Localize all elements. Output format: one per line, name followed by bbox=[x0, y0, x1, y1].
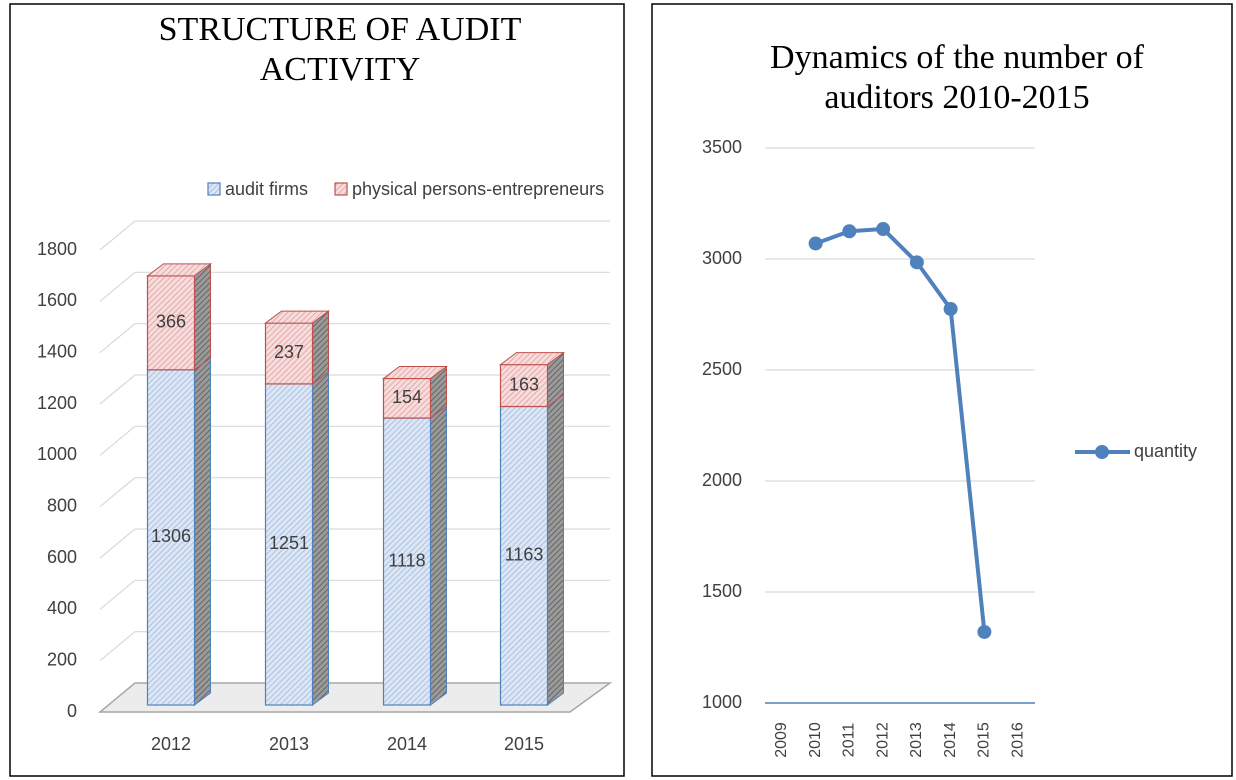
series-line bbox=[814, 227, 987, 633]
point bbox=[876, 222, 891, 237]
x-tick-label: 2013 bbox=[269, 734, 309, 754]
y-tick-label: 3000 bbox=[702, 248, 742, 268]
grid-line bbox=[99, 425, 610, 456]
bar-side bbox=[312, 310, 329, 385]
point bbox=[808, 236, 823, 251]
x-tick-label: 2010 bbox=[807, 722, 824, 758]
y-tick-label: 1600 bbox=[37, 290, 77, 310]
legend-label: physical persons-entrepreneurs bbox=[352, 179, 604, 199]
data-label: 154 bbox=[392, 387, 422, 407]
x-tick-label: 2014 bbox=[942, 722, 959, 758]
legend-label: audit firms bbox=[225, 179, 308, 199]
panel-right bbox=[651, 3, 1233, 777]
bar-side bbox=[547, 393, 564, 706]
x-tick-label: 2013 bbox=[908, 722, 925, 758]
y-tick-label: 2000 bbox=[702, 470, 742, 490]
grid-line bbox=[99, 528, 610, 559]
y-tick-label: 1800 bbox=[37, 239, 77, 259]
bar-top bbox=[499, 352, 565, 366]
point bbox=[943, 301, 958, 316]
y-tick-label: 1000 bbox=[702, 692, 742, 712]
point bbox=[977, 624, 992, 639]
y-tick-label: 400 bbox=[47, 598, 77, 618]
floor bbox=[97, 682, 613, 713]
bar-segment bbox=[146, 369, 196, 706]
grid-line bbox=[99, 323, 610, 354]
legend-swatch bbox=[207, 182, 221, 196]
grid-line bbox=[99, 579, 610, 610]
bar-segment bbox=[264, 322, 314, 385]
point bbox=[909, 255, 924, 270]
x-tick-label: 2016 bbox=[1009, 722, 1026, 758]
grid-line bbox=[99, 477, 610, 508]
grid-line bbox=[99, 374, 610, 405]
data-label: 1306 bbox=[151, 526, 191, 546]
bar-segment bbox=[499, 364, 549, 408]
y-tick-label: 1200 bbox=[37, 393, 77, 413]
legend-label: quantity bbox=[1134, 441, 1197, 461]
bar-segment bbox=[264, 383, 314, 706]
data-label: 1163 bbox=[505, 544, 544, 564]
grid-line bbox=[99, 631, 610, 662]
y-tick-label: 3500 bbox=[702, 137, 742, 157]
y-tick-label: 2500 bbox=[702, 359, 742, 379]
grid-line bbox=[99, 220, 610, 251]
x-tick-label: 2009 bbox=[773, 722, 790, 758]
panel-left bbox=[9, 3, 625, 777]
legend-swatch bbox=[334, 182, 348, 196]
x-tick-label: 2012 bbox=[151, 734, 191, 754]
data-label: 237 bbox=[274, 342, 304, 362]
bar-segment bbox=[499, 405, 549, 706]
bar-segment bbox=[382, 377, 432, 419]
bar-segment bbox=[382, 417, 432, 706]
bar-side bbox=[194, 262, 211, 371]
x-tick-label: 2012 bbox=[874, 722, 891, 758]
x-tick-label: 2011 bbox=[841, 723, 858, 758]
bar-top bbox=[146, 263, 212, 277]
x-tick-label: 2015 bbox=[976, 722, 993, 758]
bar-top bbox=[382, 366, 448, 380]
x-tick-label: 2015 bbox=[504, 734, 544, 754]
point bbox=[842, 224, 857, 239]
data-label: 1251 bbox=[269, 533, 309, 553]
data-label: 366 bbox=[156, 312, 186, 332]
y-tick-label: 600 bbox=[47, 547, 77, 567]
legend-marker bbox=[1095, 445, 1109, 459]
data-label: 163 bbox=[509, 374, 539, 394]
y-tick-label: 0 bbox=[67, 701, 77, 721]
grid-line bbox=[99, 271, 610, 302]
y-tick-label: 1000 bbox=[37, 444, 77, 464]
data-label: 1118 bbox=[388, 550, 425, 570]
y-tick-label: 1400 bbox=[37, 341, 77, 361]
bar-side bbox=[194, 356, 211, 706]
y-tick-label: 800 bbox=[47, 495, 77, 515]
bar-side bbox=[312, 370, 329, 706]
bar-side bbox=[430, 405, 447, 706]
bar-top bbox=[264, 310, 330, 324]
y-tick-label: 200 bbox=[47, 649, 77, 669]
y-tick-label: 1500 bbox=[702, 581, 742, 601]
x-tick-label: 2014 bbox=[387, 734, 427, 754]
bar-segment bbox=[146, 275, 196, 371]
chart-title: STRUCTURE OF AUDIT ACTIVITY bbox=[158, 11, 522, 88]
chart-title: Dynamics of the number of auditors 2010-… bbox=[770, 39, 1144, 116]
